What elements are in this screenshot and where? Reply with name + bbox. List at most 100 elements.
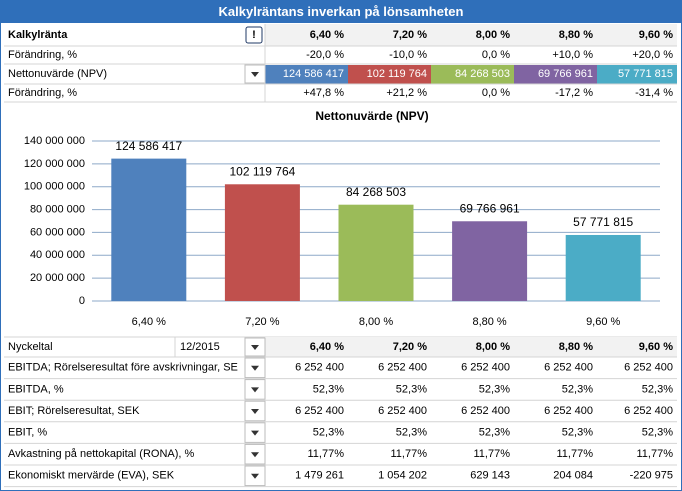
cell-value: 52,3% [642, 383, 673, 395]
x-tick-label: 8,80 % [472, 316, 506, 328]
cell-value: +10,0 % [552, 49, 593, 61]
cell-value: 1 479 261 [295, 470, 344, 482]
cell-value: 8,00 % [476, 29, 510, 41]
cell-value: 6,40 % [310, 29, 344, 41]
value-cell [265, 65, 348, 84]
cell-value: 204 084 [553, 470, 593, 482]
dropdown-arrow[interactable] [251, 345, 259, 350]
cell-value: 52,3% [396, 427, 427, 439]
row-label: EBIT; Rörelseresultat, SEK [8, 405, 140, 417]
cell-value: 69 766 961 [538, 68, 593, 80]
header-label: Kalkylränta [8, 29, 68, 41]
row-label: EBIT, % [8, 427, 47, 439]
dropdown-arrow[interactable] [251, 452, 259, 458]
chart-title: Nettonuvärde (NPV) [315, 109, 428, 123]
y-tick-label: 80 000 000 [30, 203, 85, 215]
header-label: Nyckeltal [8, 341, 53, 353]
y-tick-label: 140 000 000 [24, 135, 85, 147]
cell-value: 0,0 % [482, 49, 510, 61]
value-cell [431, 65, 514, 84]
data-label: 124 586 417 [115, 139, 182, 153]
dropdown-arrow[interactable] [251, 430, 259, 436]
cell-value: 52,3% [313, 383, 344, 395]
cell-value: 1 054 202 [378, 470, 427, 482]
data-label: 84 268 503 [346, 185, 406, 199]
data-label: 102 119 764 [229, 164, 295, 178]
note-icon[interactable]: ! [252, 29, 256, 41]
x-tick-label: 7,20 % [245, 316, 279, 328]
bar [338, 204, 414, 301]
period-value: 12/2015 [180, 341, 220, 353]
cell-value: 6 252 400 [378, 362, 427, 374]
data-label: 57 771 815 [573, 215, 633, 229]
value-cell [348, 65, 431, 84]
cell-value: 6 252 400 [544, 362, 593, 374]
cell-value: 11,77% [637, 448, 674, 460]
cell-value: 0,0 % [482, 87, 510, 99]
cell-value: +47,8 % [303, 87, 344, 99]
value-cell [597, 65, 677, 84]
cell-value: 52,3% [479, 383, 510, 395]
bar [111, 158, 187, 301]
cell-value: 9,60 % [639, 29, 673, 41]
cell-value: 124 586 417 [283, 68, 344, 80]
dropdown-arrow[interactable] [251, 365, 259, 371]
cell-value: -31,4 % [635, 87, 673, 99]
cell-value: 11,77% [474, 448, 511, 460]
cell-value: -220 975 [630, 470, 673, 482]
dropdown-arrow[interactable] [251, 72, 259, 77]
cell-value: 102 119 764 [367, 68, 427, 80]
cell-value: -20,0 % [306, 49, 344, 61]
row-label: Avkastning på nettokapital (RONA), % [8, 448, 194, 460]
cell-value: 11,77% [308, 448, 345, 460]
cell-value: 6 252 400 [544, 405, 593, 417]
cell-value: 9,60 % [639, 341, 673, 353]
page-title: Kalkylräntans inverkan på lönsamheten [219, 4, 464, 19]
cell-value: 7,20 % [393, 29, 427, 41]
row-label: EBITDA; Rörelseresultat före avskrivning… [8, 362, 238, 374]
x-tick-label: 9,60 % [586, 316, 620, 328]
cell-value: 52,3% [396, 383, 427, 395]
x-tick-label: 8,00 % [359, 316, 393, 328]
cell-value: 52,3% [562, 427, 593, 439]
header-background [265, 24, 677, 46]
cell-value: 6 252 400 [378, 405, 427, 417]
cell-value: +20,0 % [632, 49, 673, 61]
y-tick-label: 60 000 000 [30, 226, 85, 238]
cell-value: 6 252 400 [295, 362, 344, 374]
y-tick-label: 0 [79, 295, 85, 307]
cell-value: +21,2 % [386, 87, 427, 99]
cell-value: 6 252 400 [461, 362, 510, 374]
bar [565, 234, 641, 301]
cell-value: 52,3% [313, 427, 344, 439]
cell-value: 6 252 400 [461, 405, 510, 417]
cell-value: 6 252 400 [624, 362, 673, 374]
cell-value: 11,77% [557, 448, 594, 460]
cell-value: 52,3% [479, 427, 510, 439]
y-tick-label: 20 000 000 [30, 272, 85, 284]
cell-value: 11,77% [391, 448, 428, 460]
title-bar [1, 1, 681, 23]
value-cell [514, 65, 597, 84]
header-background [265, 337, 677, 357]
row-label: Förändring, % [8, 49, 77, 61]
cell-value: 629 143 [470, 470, 510, 482]
cell-value: 52,3% [562, 383, 593, 395]
dropdown-arrow[interactable] [251, 409, 259, 414]
cell-value: 6,40 % [310, 341, 344, 353]
cell-value: -10,0 % [389, 49, 427, 61]
cell-value: 52,3% [642, 427, 673, 439]
bar [224, 184, 300, 301]
cell-value: 8,80 % [559, 341, 593, 353]
row-label: Ekonomiskt mervärde (EVA), SEK [8, 470, 175, 482]
cell-value: 6 252 400 [295, 405, 344, 417]
bar [452, 221, 528, 301]
note-icon-box[interactable] [245, 26, 263, 44]
dropdown-arrow[interactable] [251, 387, 259, 393]
cell-value: 6 252 400 [624, 405, 673, 417]
dropdown-arrow[interactable] [251, 473, 259, 479]
cell-value: 8,80 % [559, 29, 593, 41]
cell-value: -17,2 % [555, 87, 593, 99]
row-label: Förändring, % [8, 87, 77, 99]
